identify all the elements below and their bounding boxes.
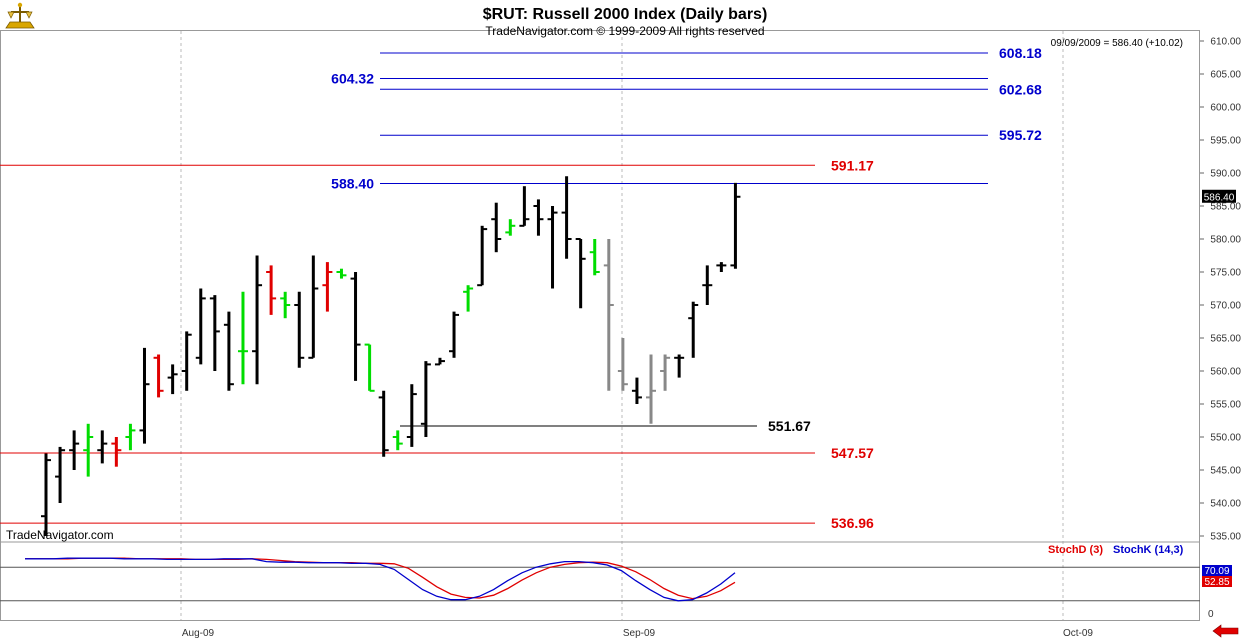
ohlc-bar	[589, 239, 600, 276]
ohlc-bar	[153, 354, 164, 398]
ohlc-bar	[111, 437, 122, 467]
y-tick-label: 550.00	[1210, 433, 1241, 444]
y-tick-label: 560.00	[1210, 367, 1241, 378]
stoch-k-value: 70.09	[1204, 566, 1229, 577]
ohlc-bar	[322, 262, 333, 312]
ohlc-bar	[97, 430, 108, 464]
watermark-label: TradeNavigator.com	[6, 528, 114, 542]
stoch-k-value-box	[1202, 565, 1232, 576]
x-tick-label: Aug-09	[182, 628, 215, 639]
ohlc-bar	[477, 225, 488, 287]
y-tick-label: 570.00	[1210, 301, 1241, 312]
y-tick-label: 610.00	[1210, 37, 1241, 48]
price-level-label: 588.40	[331, 176, 374, 192]
ohlc-bar	[308, 255, 319, 359]
price-level-label: 591.17	[831, 157, 874, 173]
ohlc-bar	[350, 272, 361, 381]
x-tick-label: Oct-09	[1063, 628, 1093, 639]
ohlc-bar	[41, 453, 51, 536]
chart-subtitle: TradeNavigator.com © 1999-2009 All right…	[485, 24, 764, 38]
stoch-k-line	[25, 557, 736, 602]
stoch-d-label: StochD (3)	[1048, 544, 1103, 556]
ohlc-bar	[631, 377, 642, 404]
ohlc-bar	[209, 295, 220, 371]
chart-title: $RUT: Russell 2000 Index (Daily bars)	[483, 6, 768, 23]
ohlc-bar	[195, 288, 206, 365]
y-tick-label: 595.00	[1210, 136, 1241, 147]
ohlc-bar	[336, 268, 347, 279]
ohlc-bar	[660, 354, 671, 391]
ohlc-bar	[167, 364, 178, 395]
y-tick-label: 545.00	[1210, 466, 1241, 477]
ohlc-bar	[434, 357, 445, 366]
ohlc-bar	[392, 430, 403, 451]
y-tick-label: 585.00	[1210, 202, 1241, 213]
price-level-label: 551.67	[768, 418, 811, 434]
ohlc-bar	[420, 361, 431, 437]
ohlc-bar	[83, 423, 94, 477]
price-level-label: 536.96	[831, 515, 874, 531]
price-level-label: 595.72	[999, 127, 1042, 143]
ohlc-bar	[646, 354, 657, 424]
y-tick-label: 540.00	[1210, 499, 1241, 510]
price-level-label: 608.18	[999, 45, 1042, 61]
ohlc-bar	[702, 265, 713, 305]
last-price-box	[1202, 189, 1236, 203]
ohlc-bar	[463, 285, 474, 312]
ohlc-bar	[125, 423, 136, 451]
y-tick-label: 600.00	[1210, 103, 1241, 114]
trade-navigator-logo-icon	[5, 2, 35, 29]
ohlc-bar	[55, 446, 66, 503]
scroll-left-arrow-icon[interactable]	[1212, 624, 1239, 638]
ohlc-bar	[449, 311, 460, 358]
ohlc-bar	[617, 338, 628, 391]
ohlc-bar	[505, 219, 516, 236]
stoch-d-value: 52.85	[1204, 577, 1229, 588]
stoch-k-label: StochK (14,3)	[1113, 544, 1184, 556]
ohlc-bar	[294, 291, 305, 368]
ohlc-bar	[716, 262, 727, 272]
ohlc-bar	[139, 347, 150, 444]
ohlc-bar	[519, 186, 530, 227]
ohlc-bar	[603, 239, 614, 391]
plot-border	[0, 30, 1200, 621]
ohlc-bar	[674, 354, 685, 378]
last-price-label: 586.40	[1204, 192, 1235, 203]
ohlc-bar	[533, 199, 544, 236]
x-tick-label: Sep-09	[623, 628, 656, 639]
y-tick-label: 580.00	[1210, 235, 1241, 246]
indicator-zero-label: 0	[1208, 609, 1214, 620]
ohlc-bar	[547, 206, 558, 289]
ohlc-bar	[561, 176, 572, 259]
y-tick-label: 535.00	[1210, 532, 1241, 543]
y-tick-label: 590.00	[1210, 169, 1241, 180]
ohlc-bar	[491, 202, 502, 253]
price-level-label: 604.32	[331, 70, 374, 86]
ohlc-bar	[406, 384, 417, 447]
ohlc-bar	[181, 331, 192, 391]
y-tick-label: 575.00	[1210, 268, 1241, 279]
ohlc-bar	[364, 343, 375, 392]
ohlc-bar	[730, 182, 741, 269]
ohlc-bar	[237, 291, 248, 385]
ohlc-bar	[252, 255, 263, 385]
price-level-label: 602.68	[999, 81, 1042, 97]
y-tick-label: 605.00	[1210, 70, 1241, 81]
y-tick-label: 565.00	[1210, 334, 1241, 345]
ohlc-bar	[378, 390, 389, 457]
ohlc-bar	[575, 238, 586, 309]
y-tick-label: 555.00	[1210, 400, 1241, 411]
stoch-d-value-box	[1202, 576, 1232, 587]
ohlc-bar	[69, 430, 80, 470]
price-level-label: 547.57	[831, 445, 874, 461]
ohlc-bar	[280, 291, 291, 319]
ohlc-bar	[223, 311, 234, 391]
ohlc-bar	[266, 265, 277, 315]
ohlc-bar	[688, 301, 699, 358]
last-quote-label: 09/09/2009 = 586.40 (+10.02)	[1051, 38, 1183, 49]
